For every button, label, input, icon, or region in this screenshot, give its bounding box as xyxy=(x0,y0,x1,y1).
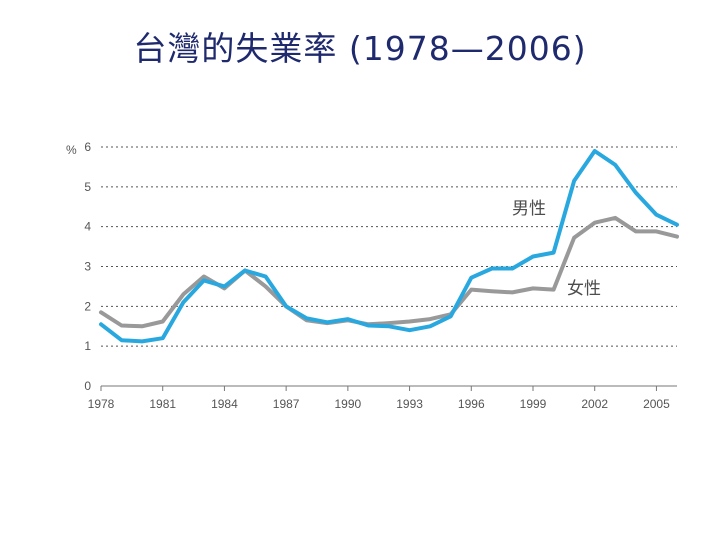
y-unit-label: % xyxy=(66,143,77,157)
x-axis: 1978 1981 1984 1987 1990 1993 1996 1999 2002 2005 xyxy=(88,386,670,411)
series-line-female xyxy=(99,215,679,329)
series-label: 男性 xyxy=(512,199,546,219)
y-tick-label: 5 xyxy=(84,180,91,194)
x-tick-label: 1990 xyxy=(335,397,362,411)
x-tick-label: 1993 xyxy=(396,397,423,411)
series-lines xyxy=(99,149,679,344)
y-tick-label: 0 xyxy=(84,379,91,393)
x-tick-label: 1984 xyxy=(211,397,238,411)
x-tick-label: 1981 xyxy=(149,397,176,411)
y-tick-label: 4 xyxy=(84,220,91,234)
y-tick-label: 2 xyxy=(84,299,91,313)
series-label: 女性 xyxy=(567,279,601,299)
x-tick-label: 2002 xyxy=(581,397,608,411)
y-tick-label: 1 xyxy=(84,339,91,353)
x-tick-label: 1987 xyxy=(273,397,300,411)
y-axis: 0 1 2 3 4 5 6 xyxy=(84,140,91,393)
gridlines xyxy=(101,146,677,387)
chart-title: 台灣的失業率 (1978—2006) xyxy=(133,29,587,68)
x-tick-label: 1996 xyxy=(458,397,485,411)
x-tick-label: 2005 xyxy=(643,397,670,411)
series-line-male xyxy=(99,149,679,344)
x-tick-label: 1999 xyxy=(520,397,547,411)
y-tick-label: 6 xyxy=(84,140,91,154)
y-tick-label: 3 xyxy=(84,260,91,274)
x-tick-label: 1978 xyxy=(88,397,115,411)
